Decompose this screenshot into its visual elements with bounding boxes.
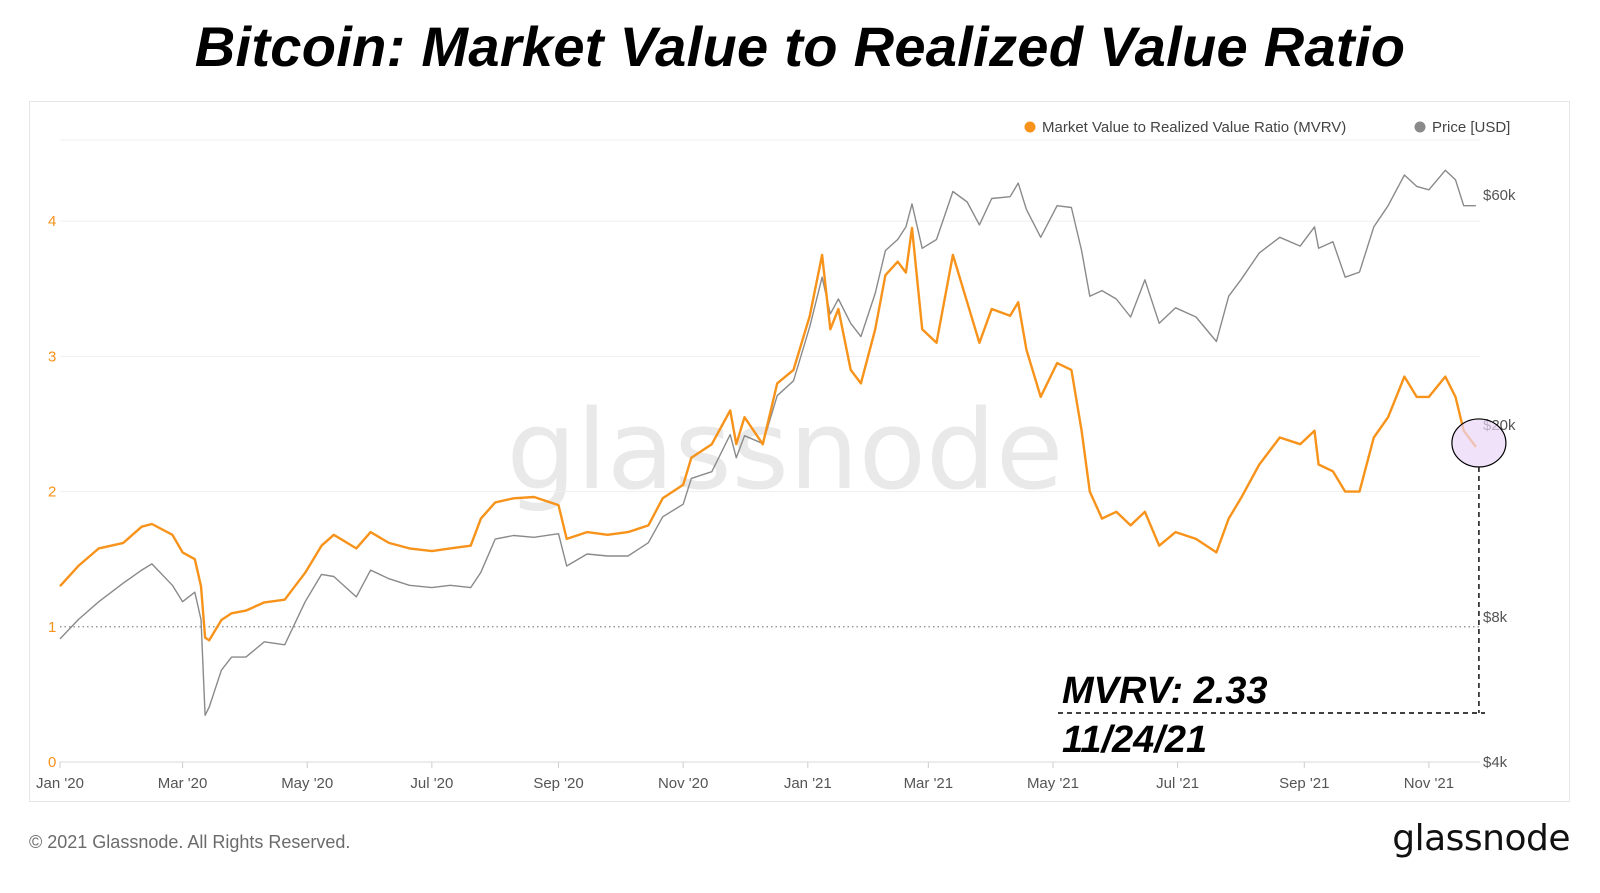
price-series-line	[59, 169, 1476, 716]
chart-frame	[29, 101, 1570, 802]
legend-price-dot	[1414, 121, 1426, 133]
y-left-tick-0: 0	[48, 754, 56, 771]
x-tick-label-8: May '21	[1027, 775, 1079, 792]
x-tick-label-1: Mar '20	[158, 775, 208, 792]
y-left-tick-1: 1	[48, 619, 56, 636]
y-left-tick-4: 4	[48, 213, 56, 230]
y-right-tick-4k: $4k	[1483, 754, 1508, 771]
x-tick-label-11: Nov '21	[1404, 775, 1454, 792]
highlight-circle	[1451, 418, 1507, 468]
x-axis: Jan '20 Mar '20 May '20 Jul '20 Sep '20 Nov '…	[36, 761, 1480, 792]
x-tick-label-2: May '20	[281, 775, 333, 792]
y-axis-left: 0 1 2 3 4	[48, 213, 56, 771]
x-tick-label-6: Jan '21	[784, 775, 832, 792]
legend-mvrv-dot	[1024, 121, 1036, 133]
x-tick-label-10: Sep '21	[1279, 775, 1329, 792]
x-tick-label-5: Nov '20	[658, 775, 708, 792]
y-right-tick-60k: $60k	[1483, 187, 1516, 204]
chart-title: Bitcoin: Market Value to Realized Value …	[194, 15, 1406, 78]
annotation-date: 11/24/21	[1062, 719, 1207, 761]
annotation-mvrv-value: MVRV: 2.33	[1062, 670, 1268, 712]
highlight-marker	[1451, 418, 1507, 713]
x-tick-label-4: Sep '20	[533, 775, 583, 792]
watermark: glassnode	[507, 386, 1064, 514]
legend-mvrv-label[interactable]: Market Value to Realized Value Ratio (MV…	[1042, 119, 1346, 136]
x-tick-label-3: Jul '20	[410, 775, 453, 792]
copyright-text: © 2021 Glassnode. All Rights Reserved.	[29, 832, 351, 852]
y-axis-right: $4k$8k$20k$60k	[1483, 187, 1516, 771]
y-left-tick-3: 3	[48, 348, 56, 365]
y-right-tick-8k: $8k	[1483, 609, 1508, 626]
legend-price-label[interactable]: Price [USD]	[1432, 119, 1510, 136]
mvrv-series-line	[59, 226, 1477, 642]
x-tick-label-7: Mar '21	[904, 775, 954, 792]
legend: Market Value to Realized Value Ratio (MV…	[1024, 119, 1510, 136]
x-tick-label-0: Jan '20	[36, 775, 84, 792]
brand-logo[interactable]: glassnode	[1392, 818, 1570, 859]
y-left-tick-2: 2	[48, 484, 56, 501]
x-tick-label-9: Jul '21	[1156, 775, 1199, 792]
